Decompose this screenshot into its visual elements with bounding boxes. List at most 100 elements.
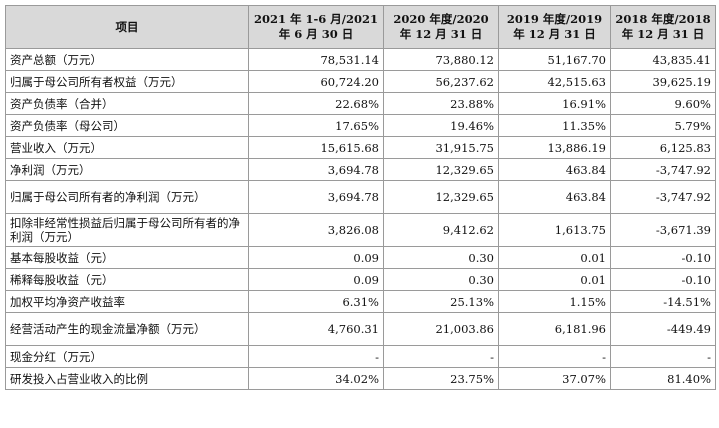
cell-value: 23.75% bbox=[383, 367, 499, 390]
cell-value: 34.02% bbox=[248, 367, 384, 390]
row-label: 加权平均净资产收益率 bbox=[5, 290, 249, 313]
cell-value: - bbox=[610, 345, 716, 368]
cell-value: 22.68% bbox=[248, 92, 384, 115]
cell-value: 21,003.86 bbox=[383, 312, 499, 346]
row-label: 资产负债率（合并） bbox=[5, 92, 249, 115]
header-col-2021h1-line2: 年 6 月 30 日 bbox=[278, 27, 354, 41]
header-col-2020-line1: 2020 年度/2020 bbox=[393, 12, 489, 26]
row-label: 归属于母公司所有者的净利润（万元） bbox=[5, 180, 249, 214]
cell-value: 31,915.75 bbox=[383, 136, 499, 159]
cell-value: 25.13% bbox=[383, 290, 499, 313]
cell-value: 12,329.65 bbox=[383, 158, 499, 181]
cell-value: 5.79% bbox=[610, 114, 716, 137]
cell-value: 3,694.78 bbox=[248, 158, 384, 181]
cell-value: 51,167.70 bbox=[498, 48, 611, 71]
cell-value: 4,760.31 bbox=[248, 312, 384, 346]
header-col-2021h1-line1: 2021 年 1-6 月/2021 bbox=[253, 12, 378, 26]
cell-value: 0.30 bbox=[383, 268, 499, 291]
cell-value: -3,671.39 bbox=[610, 213, 716, 247]
header-col-2021h1: 2021 年 1-6 月/2021 年 6 月 30 日 bbox=[248, 5, 384, 49]
table-row: 扣除非经常性损益后归属于母公司所有者的净利润（万元） 3,826.08 9,41… bbox=[5, 213, 716, 247]
cell-value: 16.91% bbox=[498, 92, 611, 115]
cell-value: 78,531.14 bbox=[248, 48, 384, 71]
row-label: 营业收入（万元） bbox=[5, 136, 249, 159]
table-row: 营业收入（万元） 15,615.68 31,915.75 13,886.19 6… bbox=[5, 136, 716, 159]
cell-value: 13,886.19 bbox=[498, 136, 611, 159]
header-item: 项目 bbox=[5, 5, 249, 49]
row-label: 资产负债率（母公司） bbox=[5, 114, 249, 137]
table-row: 研发投入占营业收入的比例 34.02% 23.75% 37.07% 81.40% bbox=[5, 367, 716, 390]
cell-value: -3,747.92 bbox=[610, 158, 716, 181]
table-row: 资产负债率（合并） 22.68% 23.88% 16.91% 9.60% bbox=[5, 92, 716, 115]
cell-value: 6,125.83 bbox=[610, 136, 716, 159]
row-label: 资产总额（万元） bbox=[5, 48, 249, 71]
header-col-2018-line2: 年 12 月 31 日 bbox=[621, 27, 705, 41]
header-col-2019: 2019 年度/2019 年 12 月 31 日 bbox=[498, 5, 611, 49]
table-row: 归属于母公司所有者权益（万元） 60,724.20 56,237.62 42,5… bbox=[5, 70, 716, 93]
cell-value: 43,835.41 bbox=[610, 48, 716, 71]
row-label: 现金分红（万元） bbox=[5, 345, 249, 368]
header-row: 项目 2021 年 1-6 月/2021 年 6 月 30 日 2020 年度/… bbox=[5, 5, 716, 49]
table-row: 基本每股收益（元） 0.09 0.30 0.01 -0.10 bbox=[5, 246, 716, 269]
cell-value: 6,181.96 bbox=[498, 312, 611, 346]
cell-value: -449.49 bbox=[610, 312, 716, 346]
cell-value: 81.40% bbox=[610, 367, 716, 390]
table-row: 现金分红（万元） - - - - bbox=[5, 345, 716, 368]
cell-value: -14.51% bbox=[610, 290, 716, 313]
cell-value: 12,329.65 bbox=[383, 180, 499, 214]
cell-value: 6.31% bbox=[248, 290, 384, 313]
financial-table: 项目 2021 年 1-6 月/2021 年 6 月 30 日 2020 年度/… bbox=[5, 5, 716, 390]
table-row: 稀释每股收益（元） 0.09 0.30 0.01 -0.10 bbox=[5, 268, 716, 291]
cell-value: - bbox=[248, 345, 384, 368]
cell-value: 1.15% bbox=[498, 290, 611, 313]
row-label: 基本每股收益（元） bbox=[5, 246, 249, 269]
table-row: 加权平均净资产收益率 6.31% 25.13% 1.15% -14.51% bbox=[5, 290, 716, 313]
cell-value: 9.60% bbox=[610, 92, 716, 115]
cell-value: -0.10 bbox=[610, 268, 716, 291]
cell-value: 9,412.62 bbox=[383, 213, 499, 247]
cell-value: 42,515.63 bbox=[498, 70, 611, 93]
cell-value: 39,625.19 bbox=[610, 70, 716, 93]
cell-value: 3,694.78 bbox=[248, 180, 384, 214]
row-label: 稀释每股收益（元） bbox=[5, 268, 249, 291]
header-col-2019-line1: 2019 年度/2019 bbox=[506, 12, 603, 26]
cell-value: 0.01 bbox=[498, 246, 611, 269]
cell-value: - bbox=[498, 345, 611, 368]
row-label: 研发投入占营业收入的比例 bbox=[5, 367, 249, 390]
cell-value: 0.09 bbox=[248, 246, 384, 269]
cell-value: 37.07% bbox=[498, 367, 611, 390]
row-label: 归属于母公司所有者权益（万元） bbox=[5, 70, 249, 93]
cell-value: 56,237.62 bbox=[383, 70, 499, 93]
cell-value: 0.09 bbox=[248, 268, 384, 291]
cell-value: 60,724.20 bbox=[248, 70, 384, 93]
cell-value: 73,880.12 bbox=[383, 48, 499, 71]
cell-value: 17.65% bbox=[248, 114, 384, 137]
table-row: 资产总额（万元） 78,531.14 73,880.12 51,167.70 4… bbox=[5, 48, 716, 71]
header-col-2020: 2020 年度/2020 年 12 月 31 日 bbox=[383, 5, 499, 49]
cell-value: 0.30 bbox=[383, 246, 499, 269]
cell-value: -0.10 bbox=[610, 246, 716, 269]
table-body: 资产总额（万元） 78,531.14 73,880.12 51,167.70 4… bbox=[5, 48, 716, 390]
table-row: 资产负债率（母公司） 17.65% 19.46% 11.35% 5.79% bbox=[5, 114, 716, 137]
cell-value: 463.84 bbox=[498, 158, 611, 181]
table-row: 净利润（万元） 3,694.78 12,329.65 463.84 -3,747… bbox=[5, 158, 716, 181]
table-row: 经营活动产生的现金流量净额（万元） 4,760.31 21,003.86 6,1… bbox=[5, 312, 716, 346]
cell-value: -3,747.92 bbox=[610, 180, 716, 214]
cell-value: 19.46% bbox=[383, 114, 499, 137]
table-header: 项目 2021 年 1-6 月/2021 年 6 月 30 日 2020 年度/… bbox=[5, 5, 716, 49]
header-col-2020-line2: 年 12 月 31 日 bbox=[399, 27, 483, 41]
row-label: 扣除非经常性损益后归属于母公司所有者的净利润（万元） bbox=[5, 213, 249, 247]
header-col-2018: 2018 年度/2018 年 12 月 31 日 bbox=[610, 5, 716, 49]
cell-value: 15,615.68 bbox=[248, 136, 384, 159]
cell-value: 3,826.08 bbox=[248, 213, 384, 247]
cell-value: 23.88% bbox=[383, 92, 499, 115]
row-label: 净利润（万元） bbox=[5, 158, 249, 181]
row-label: 经营活动产生的现金流量净额（万元） bbox=[5, 312, 249, 346]
cell-value: 0.01 bbox=[498, 268, 611, 291]
header-col-2019-line2: 年 12 月 31 日 bbox=[513, 27, 596, 41]
cell-value: 1,613.75 bbox=[498, 213, 611, 247]
cell-value: - bbox=[383, 345, 499, 368]
header-col-2018-line1: 2018 年度/2018 bbox=[615, 12, 711, 26]
table-row: 归属于母公司所有者的净利润（万元） 3,694.78 12,329.65 463… bbox=[5, 180, 716, 214]
